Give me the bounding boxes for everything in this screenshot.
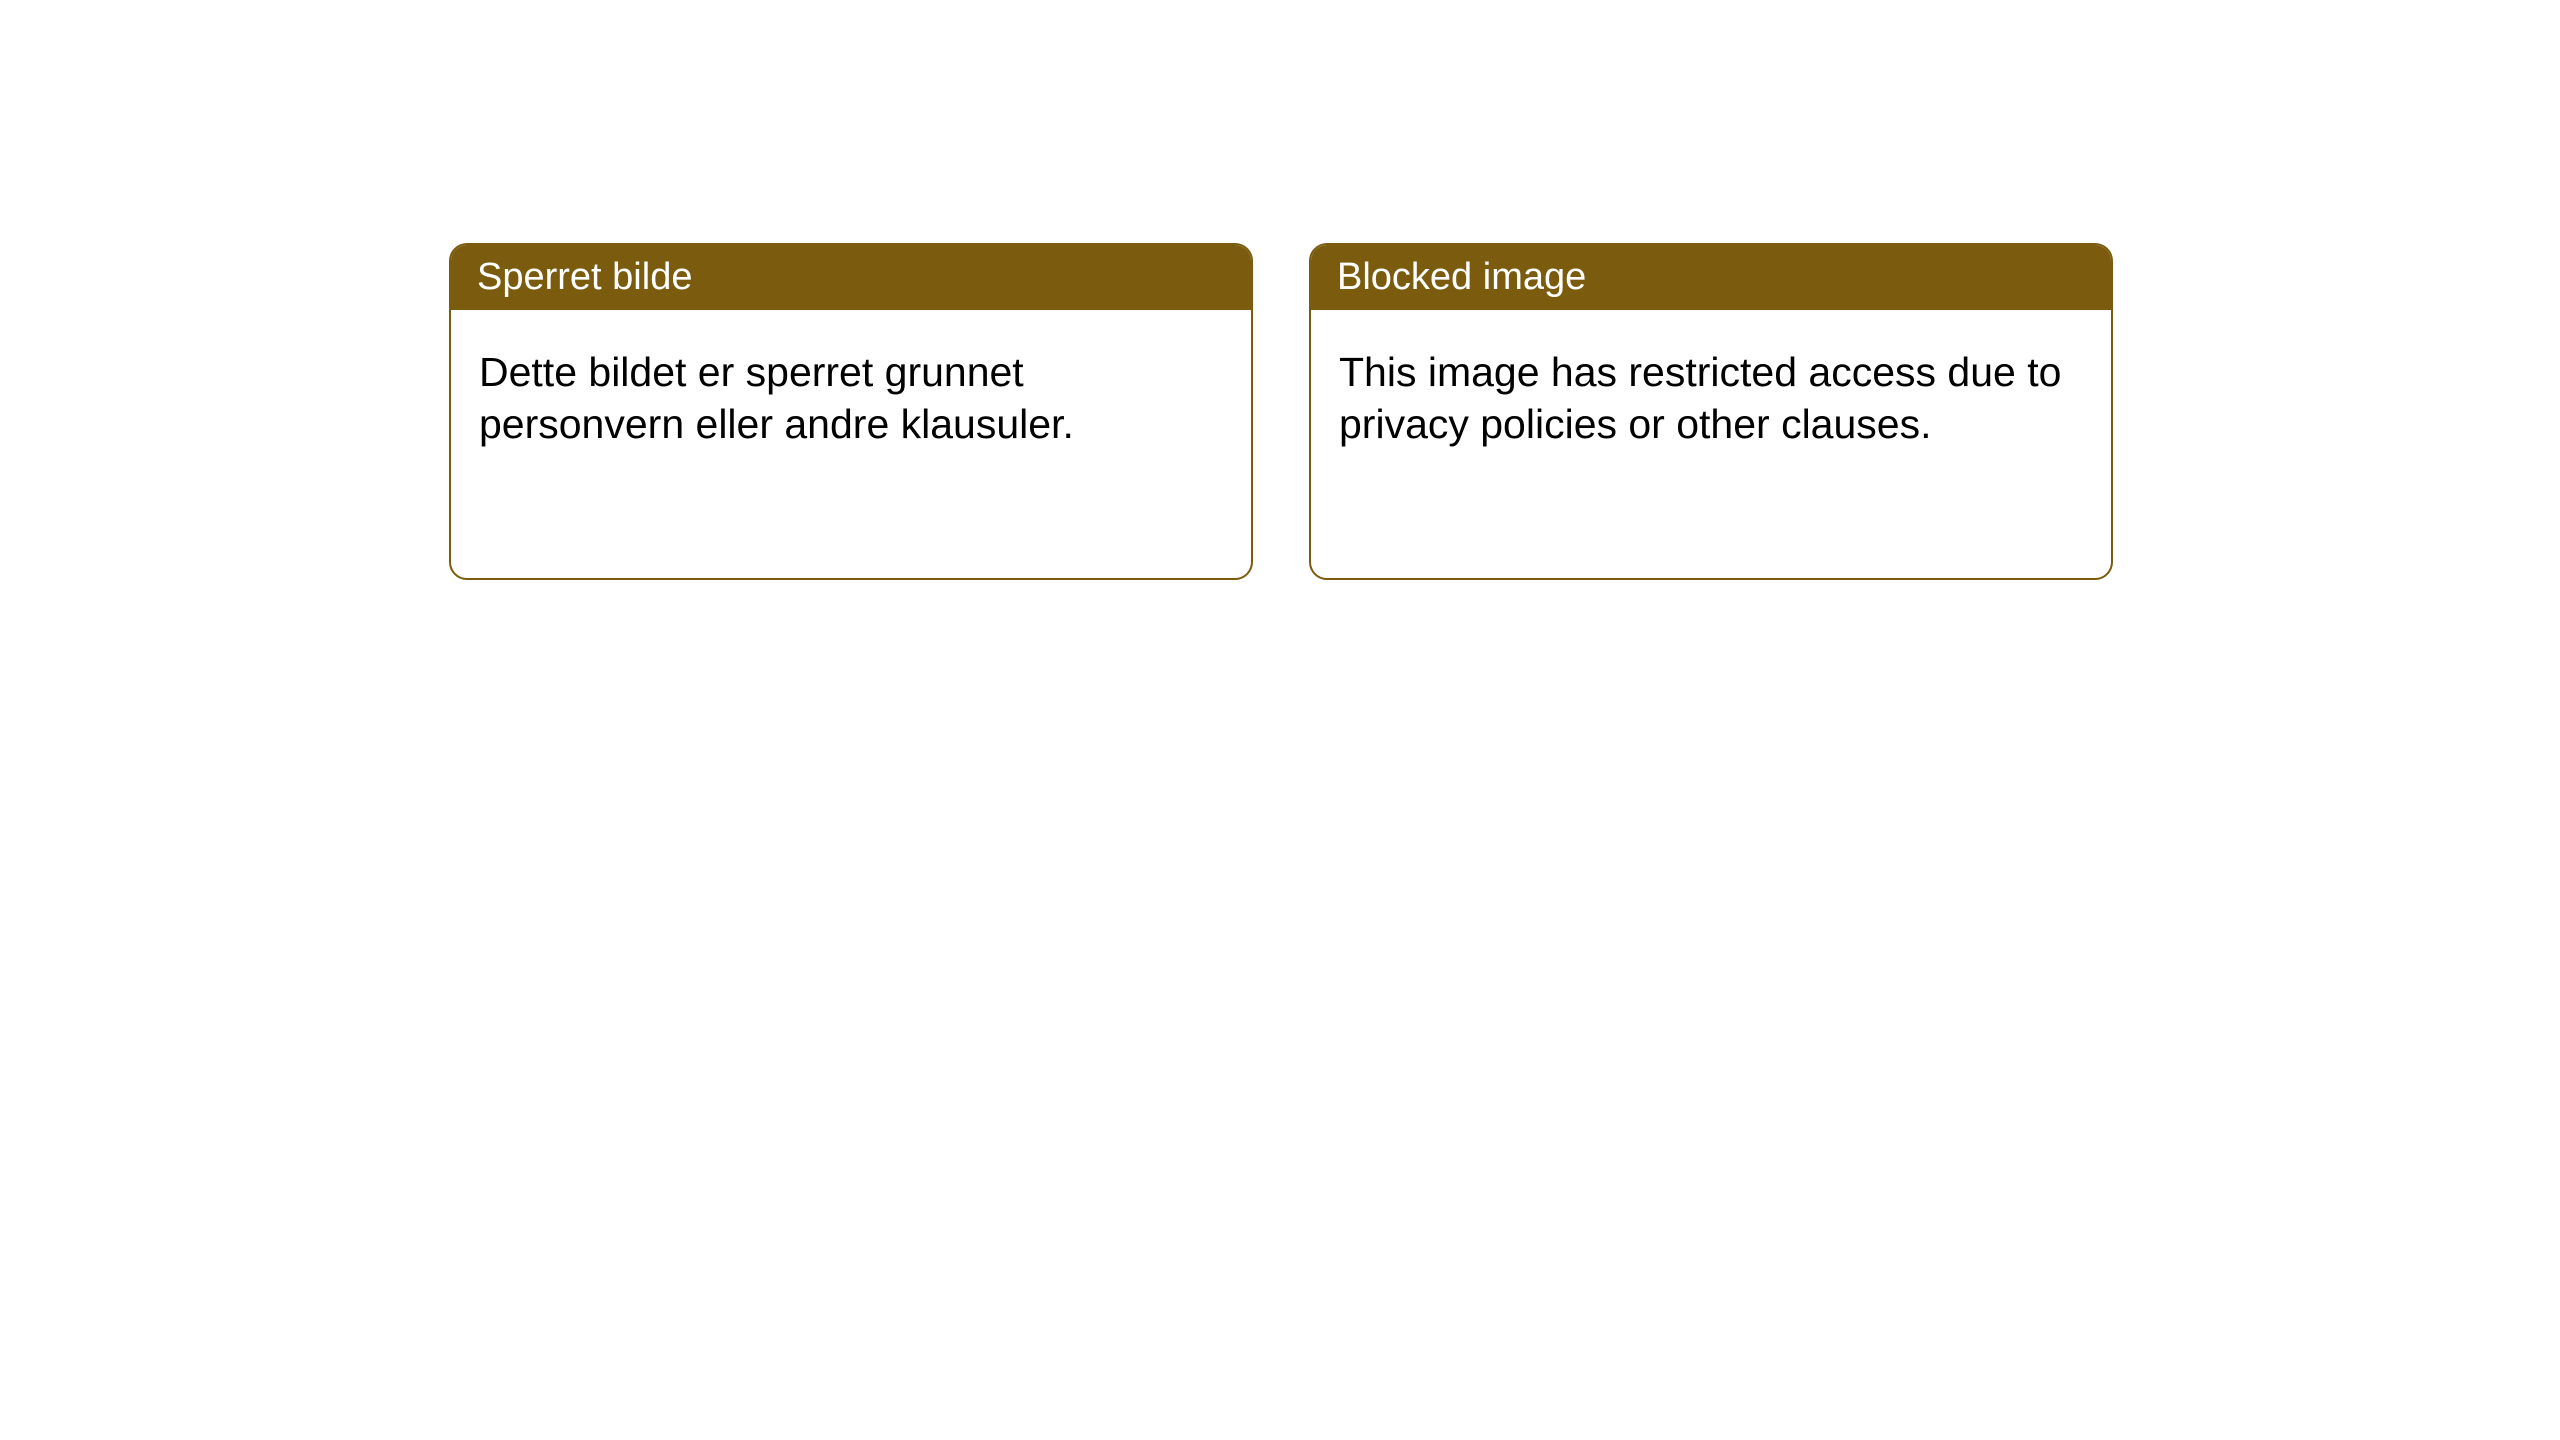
card-body-text: This image has restricted access due to …: [1339, 349, 2061, 447]
notice-card-norwegian: Sperret bilde Dette bildet er sperret gr…: [449, 243, 1253, 580]
card-title: Sperret bilde: [477, 256, 692, 298]
card-body: Dette bildet er sperret grunnet personve…: [451, 310, 1251, 486]
notice-card-english: Blocked image This image has restricted …: [1309, 243, 2113, 580]
card-body: This image has restricted access due to …: [1311, 310, 2111, 486]
card-title: Blocked image: [1337, 256, 1586, 298]
card-header: Sperret bilde: [451, 245, 1251, 310]
notice-container: Sperret bilde Dette bildet er sperret gr…: [0, 0, 2560, 580]
card-body-text: Dette bildet er sperret grunnet personve…: [479, 349, 1074, 447]
card-header: Blocked image: [1311, 245, 2111, 310]
